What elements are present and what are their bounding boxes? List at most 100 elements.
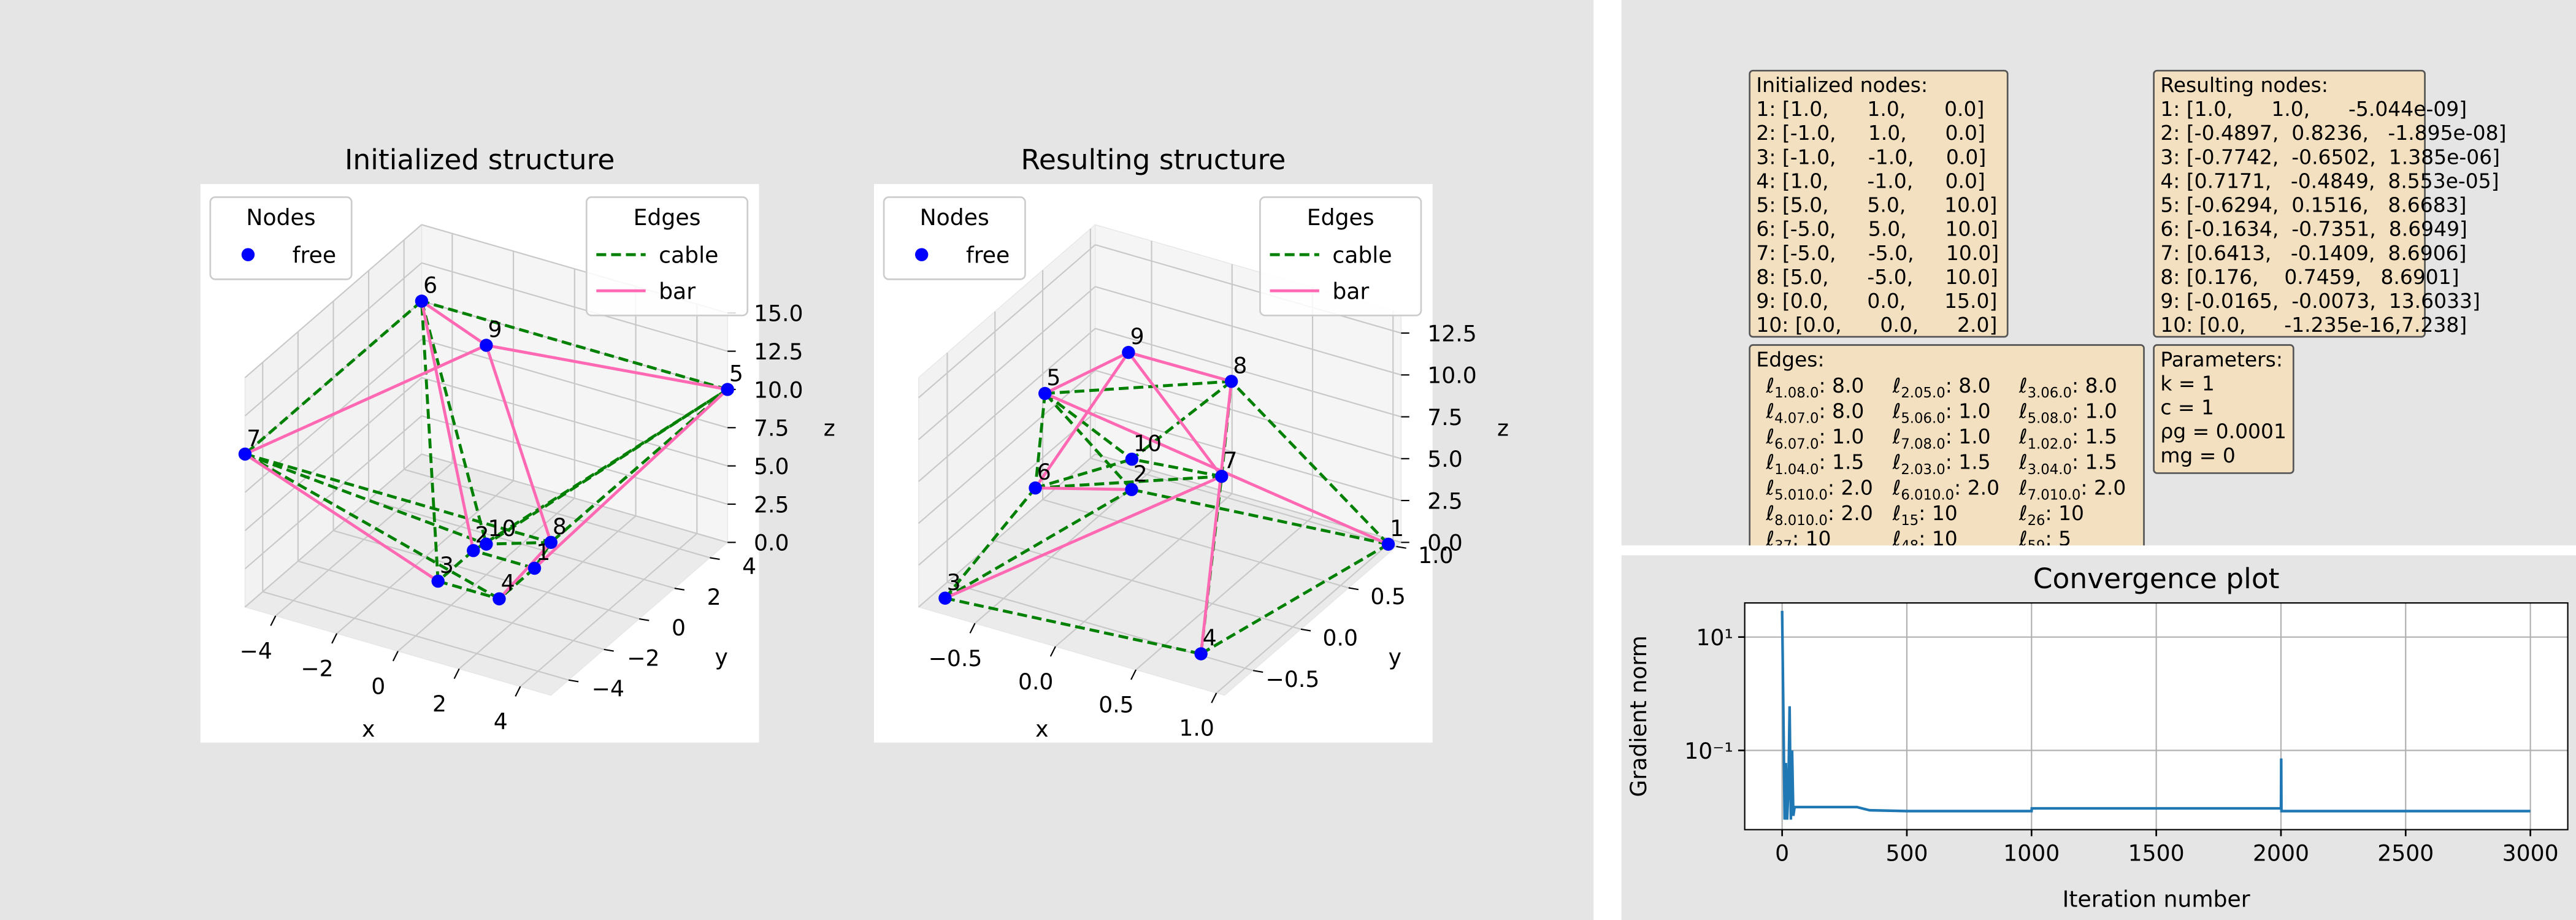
grid-line	[994, 540, 1301, 630]
subscript: 1.08.0	[1774, 385, 1819, 401]
tick-mark	[270, 615, 277, 626]
grid-line	[244, 453, 423, 608]
edge-bar	[944, 475, 1222, 600]
grid-line	[368, 499, 675, 589]
subscript: 6.07.0	[1774, 436, 1819, 452]
box-line: 5: [5.0, 5.0, 10.0]	[1756, 193, 1997, 217]
grid-line	[918, 244, 1096, 399]
chart-title: Convergence plot	[2033, 562, 2280, 595]
box-title: Parameters:	[2160, 347, 2283, 371]
edge-length: ℓ8.010.0: 2.0	[1765, 501, 1873, 529]
symbol: ℓ	[1892, 399, 1901, 423]
chart-3d: −0.50.00.51.0−0.50.00.51.00.02.55.07.510…	[874, 144, 1509, 743]
node-label: 5	[1046, 364, 1060, 391]
box-line: 9: [-0.0165, -0.0073, 13.6033]	[2160, 289, 2480, 313]
edge-bar	[533, 388, 729, 570]
z-tick-label: 7.5	[1427, 404, 1463, 431]
box-line: 1: [1.0, 1.0, 0.0]	[1756, 97, 1984, 121]
legend-title: Edges	[634, 204, 701, 231]
y-tick-label: 0.0	[1323, 625, 1359, 651]
edge-length: ℓ7.08.0: 1.0	[1892, 424, 1991, 452]
tick-mark	[674, 588, 685, 591]
edge-cable	[421, 299, 728, 391]
box-line: 8: [5.0, -5.0, 10.0]	[1756, 265, 1998, 289]
chart-title: Initialized structure	[345, 144, 615, 176]
grid-line	[421, 377, 728, 467]
z-axis-label: z	[824, 415, 835, 442]
edge-bar	[244, 453, 439, 583]
box-line: 6: [-0.1634, -0.7351, 8.6949]	[2160, 217, 2467, 241]
box-line: 7: [0.6413, -0.1409, 8.6906]	[2160, 241, 2466, 265]
box-line: 9: [0.0, 0.0, 15.0]	[1756, 289, 1997, 313]
box-line: c = 1	[2160, 396, 2214, 420]
z-tick-label: 0.0	[754, 530, 789, 556]
symbol: ℓ	[1765, 399, 1774, 423]
grid-line	[244, 377, 423, 531]
subscript: 1.02.0	[2028, 436, 2072, 452]
grid-line	[244, 262, 423, 416]
edge-cable	[485, 388, 729, 546]
node-label: 9	[1130, 323, 1144, 350]
tick-mark	[453, 669, 460, 680]
grid-line	[1042, 499, 1349, 589]
node-label: 9	[488, 316, 502, 343]
value: : 10	[1792, 526, 1831, 550]
x-tick-label: 0	[1775, 840, 1789, 867]
symbol: ℓ	[1892, 526, 1901, 550]
value: : 1.5	[2072, 424, 2117, 448]
y-tick-label: 4	[742, 553, 756, 580]
value: : 2.0	[1954, 475, 1999, 499]
x-tick-label: 3000	[2502, 840, 2559, 867]
text-boxes: Initialized nodes:1: [1.0, 1.0, 0.0]2: […	[1749, 69, 2506, 554]
edge-cable	[1044, 392, 1133, 461]
edge-bar	[485, 345, 553, 543]
grid-line	[421, 453, 728, 543]
x-tick-label: −0.5	[929, 645, 983, 672]
z-tick-label: 5.0	[1427, 446, 1463, 472]
value: : 10	[1919, 501, 1957, 525]
grid-line	[297, 560, 604, 650]
node	[1194, 647, 1208, 661]
y-tick-label: −4	[592, 676, 624, 702]
x-tick-label: 4	[494, 708, 508, 735]
edge-bar	[1034, 351, 1130, 489]
edge-cable	[244, 453, 487, 546]
subscript: 5.010.0	[1774, 487, 1828, 503]
edge-bar	[1199, 381, 1233, 654]
edge-length: ℓ59: 5	[2018, 526, 2071, 554]
y-tick-label: 2	[707, 584, 721, 610]
x-axis-label: x	[362, 716, 375, 742]
edge-cable	[1035, 458, 1133, 489]
chart-title: Resulting structure	[1021, 144, 1286, 176]
grid-line	[421, 262, 728, 352]
edge-cable	[437, 580, 500, 600]
edge-length: ℓ26: 10	[2018, 501, 2084, 529]
grid-line	[1090, 458, 1397, 548]
subscript: 1.04.0	[1774, 462, 1819, 478]
box-title: Initialized nodes:	[1756, 73, 1928, 97]
subscript: 2.03.0	[1901, 462, 1945, 478]
edge-cable	[244, 453, 551, 544]
x-tick-label: 2500	[2377, 840, 2434, 867]
box-line: 5: [-0.6294, 0.1516, 8.6683]	[2160, 193, 2466, 217]
edge-bar	[486, 343, 728, 391]
box-line: 7: [-5.0, -5.0, 10.0]	[1756, 241, 1999, 265]
tick-mark	[1049, 646, 1056, 657]
node	[1122, 345, 1135, 359]
value: : 5	[2045, 526, 2072, 550]
x-tick-label: 1000	[2003, 840, 2060, 867]
edge-cable	[437, 549, 475, 583]
symbol: ℓ	[2018, 374, 2028, 397]
edge-length: ℓ1.08.0: 8.0	[1765, 374, 1864, 401]
node	[431, 574, 445, 588]
y-axis-label: y	[715, 644, 727, 670]
edge-bar	[1127, 351, 1223, 478]
chart-line: 0 500 1000 1500 2000 2500 3000 10¹ 10⁻¹ Convergen…	[1625, 562, 2569, 913]
symbol: ℓ	[2018, 501, 2028, 525]
box-line: 3: [-0.7742, -0.6502, 1.385e-06]	[2160, 145, 2500, 169]
y-tick-label: −2	[627, 645, 659, 672]
node	[527, 561, 542, 575]
grid-line	[1216, 539, 1393, 694]
symbol: ℓ	[1892, 501, 1901, 525]
